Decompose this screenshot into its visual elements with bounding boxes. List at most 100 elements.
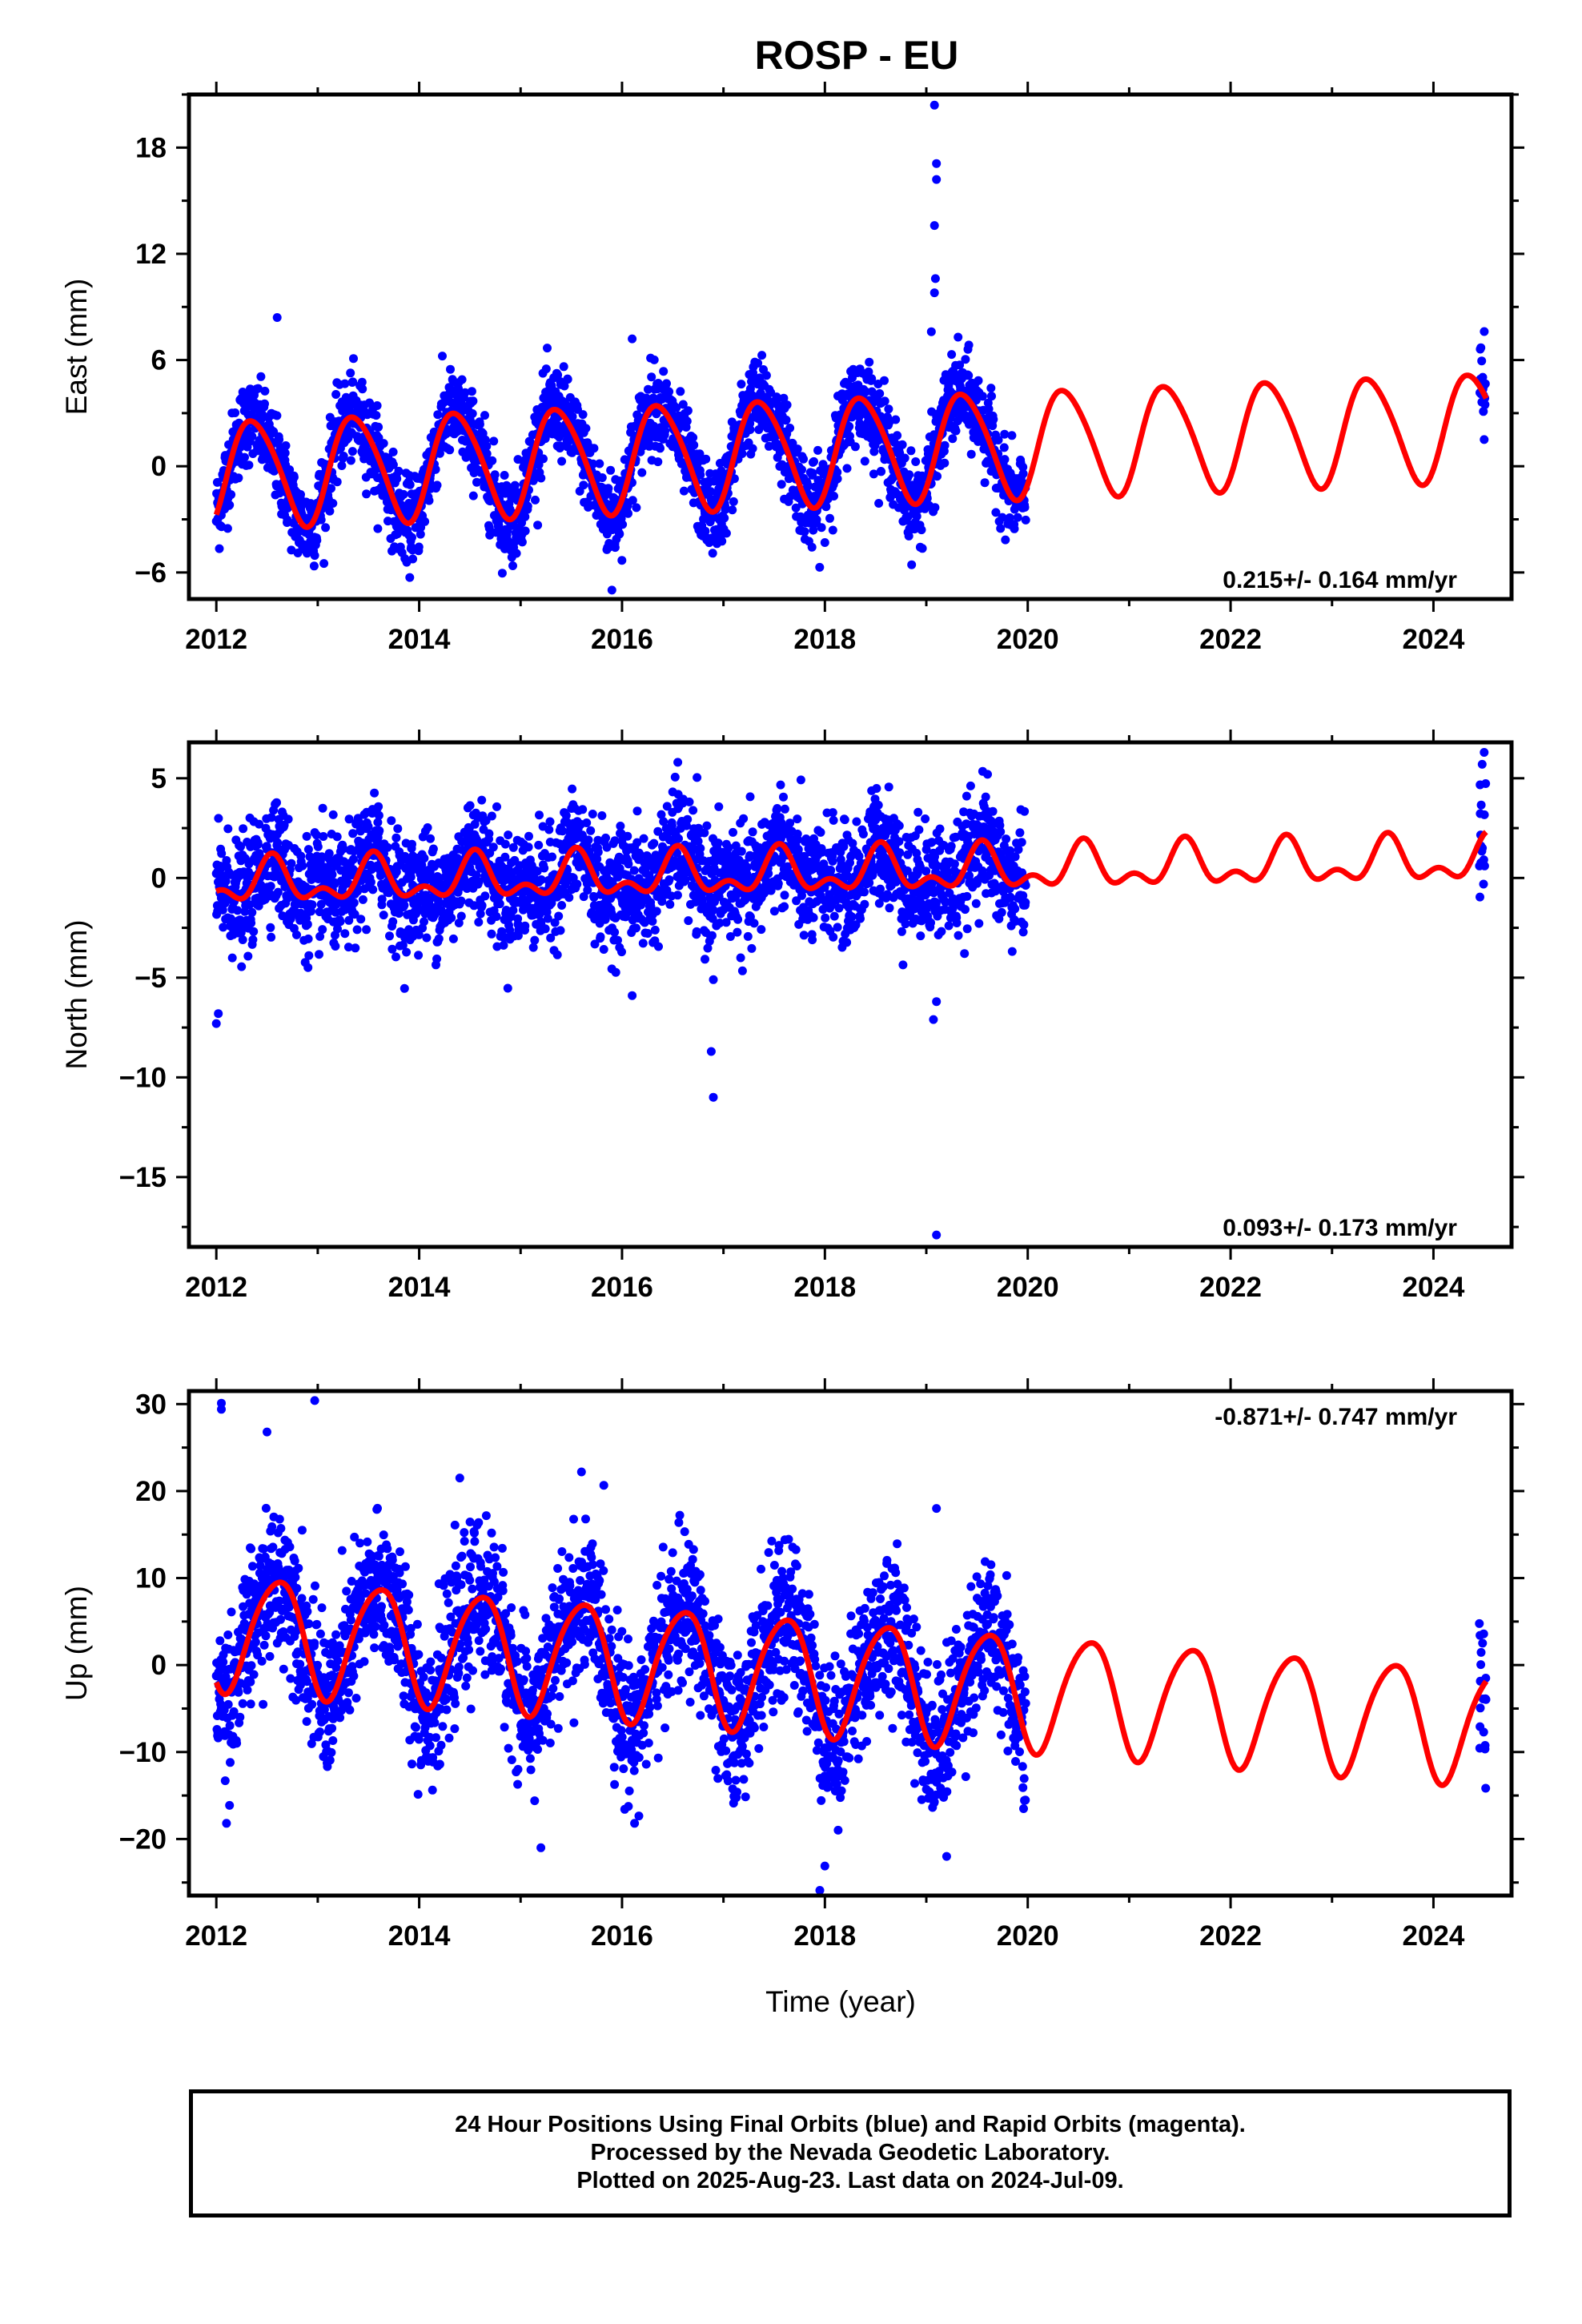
north-data-point	[584, 835, 593, 845]
north-data-point	[214, 814, 223, 823]
north-data-point	[247, 907, 257, 917]
east-velocity-label: 0.215+/- 0.164 mm/yr	[1223, 567, 1457, 593]
east-data-point	[659, 367, 669, 376]
east-data-point	[468, 396, 478, 406]
east-data-point	[817, 523, 826, 533]
east-data-point	[332, 477, 342, 487]
north-data-point	[420, 917, 428, 927]
east-data-point	[289, 472, 299, 482]
north-data-point	[796, 775, 805, 785]
east-data-point	[800, 527, 809, 537]
east-data-point	[877, 467, 886, 476]
north-data-point	[564, 893, 574, 903]
north-data-point	[623, 831, 632, 841]
east-data-point	[399, 489, 408, 499]
north-data-point	[809, 913, 818, 923]
east-data-point	[388, 447, 398, 456]
east-x-tick-label: 2018	[793, 624, 856, 655]
east-data-point	[987, 392, 996, 401]
east-data-point	[891, 415, 901, 424]
north-data-point	[572, 879, 582, 889]
east-data-point	[467, 387, 476, 396]
north-data-point	[808, 935, 817, 945]
north-data-point	[707, 931, 717, 940]
north-data-point	[852, 817, 861, 826]
north-data-point	[303, 919, 312, 929]
east-data-point	[986, 384, 996, 393]
north-data-point	[826, 866, 836, 875]
north-data-point	[266, 923, 275, 932]
north-data-point	[414, 951, 424, 960]
north-data-point	[351, 943, 360, 953]
east-data-point	[281, 441, 291, 450]
north-data-point	[548, 852, 557, 862]
north-data-point	[530, 935, 540, 945]
east-data-point	[785, 424, 795, 432]
north-data-point	[748, 827, 757, 837]
north-data-point	[368, 885, 378, 895]
north-data-point	[639, 834, 648, 843]
east-data-point	[457, 375, 467, 384]
east-data-point	[405, 480, 415, 489]
east-data-point	[656, 444, 665, 453]
east-x-tick-label: 2022	[1199, 624, 1262, 655]
north-data-point	[616, 822, 625, 830]
east-data-point	[431, 464, 440, 474]
east-data-point	[825, 513, 834, 523]
east-data-point	[310, 551, 319, 561]
east-data-point	[260, 386, 270, 396]
north-data-point	[233, 906, 243, 915]
north-data-point	[477, 901, 487, 911]
north-data-point	[503, 983, 512, 993]
east-outlier-point	[930, 221, 939, 231]
north-data-point	[586, 826, 596, 835]
north-data-point	[504, 830, 513, 840]
north-data-point	[632, 806, 642, 816]
north-data-point	[480, 891, 490, 901]
north-data-point	[499, 940, 508, 950]
east-data-point	[617, 556, 627, 565]
east-data-point	[484, 524, 494, 533]
north-data-point	[227, 953, 237, 963]
north-data-point	[335, 917, 345, 927]
east-data-point	[829, 492, 838, 501]
east-data-point	[665, 387, 674, 396]
east-data-point	[309, 561, 319, 571]
east-data-point	[1010, 524, 1019, 533]
east-data-point	[348, 377, 358, 387]
north-data-point	[238, 935, 247, 944]
north-data-point	[876, 884, 885, 894]
north-data-point	[596, 932, 605, 942]
north-data-point	[318, 925, 327, 935]
east-data-point	[339, 452, 348, 460]
north-data-point	[484, 829, 494, 838]
north-data-point	[400, 983, 409, 993]
east-data-point	[568, 412, 577, 421]
north-data-point	[426, 834, 435, 843]
north-data-point	[422, 933, 432, 943]
north-panel: 2012 2014 2016 2018 2020 2022 2024−15−10−505No…	[60, 730, 1524, 1303]
north-data-point	[387, 816, 396, 826]
east-data-point	[225, 501, 235, 510]
east-data-point	[247, 432, 257, 441]
north-data-point	[649, 838, 659, 848]
north-data-point	[267, 932, 276, 942]
north-data-point	[650, 925, 660, 935]
east-data-point	[880, 376, 889, 385]
east-data-point	[340, 379, 350, 388]
east-data-point	[1020, 503, 1030, 512]
east-data-point	[813, 445, 822, 455]
east-data-point	[489, 436, 499, 446]
north-data-point	[239, 824, 248, 834]
east-data-point	[809, 456, 818, 466]
north-data-point	[847, 912, 857, 922]
north-data-point	[319, 832, 328, 841]
east-data-point	[821, 502, 831, 512]
east-data-point	[240, 452, 249, 462]
east-data-point	[905, 470, 914, 480]
north-data-point	[793, 814, 802, 824]
east-data-point	[379, 439, 388, 448]
east-data-point	[911, 457, 921, 466]
north-data-point	[249, 927, 259, 936]
north-data-point	[420, 854, 429, 863]
